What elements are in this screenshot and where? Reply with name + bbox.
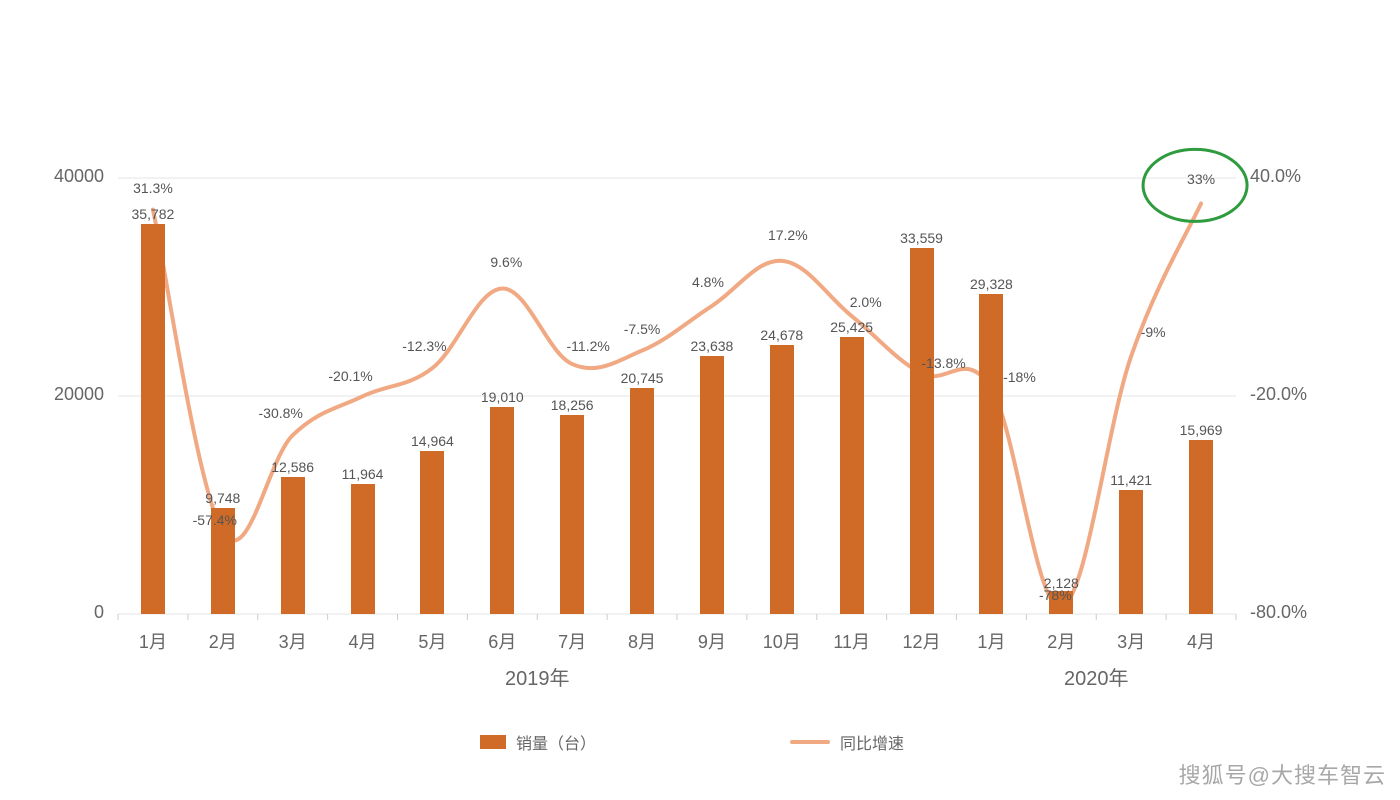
y-right-tick-label: -80.0% [1250,602,1307,623]
x-year-group-label: 2019年 [505,662,570,691]
bar [1119,490,1143,614]
bar [700,356,724,614]
bar-value-label: 12,586 [271,459,314,475]
bar [840,337,864,614]
line-value-label: 33% [1187,171,1215,187]
bar [1189,440,1213,614]
line-value-label: -20.1% [328,368,372,384]
line-value-label: -12.3% [402,338,446,354]
growth-line [153,203,1201,606]
bar [910,248,934,614]
legend-item-line: 同比增速 [790,730,904,754]
y-left-tick-label: 0 [94,602,104,623]
line-value-label: -11.2% [567,338,610,354]
x-category-label: 6月 [488,628,516,654]
line-value-label: 2.0% [850,294,882,310]
bar-value-label: 11,421 [1110,472,1152,488]
legend-swatch-bar [480,735,506,749]
line-value-label: 9.6% [490,254,522,270]
x-category-label: 3月 [1117,628,1145,654]
bar-value-label: 11,964 [342,466,384,482]
x-category-label: 11月 [833,628,870,654]
line-value-label: 17.2% [768,227,808,243]
line-value-label: -13.8% [921,355,965,371]
bar [420,451,444,614]
bar-value-label: 23,638 [691,338,734,354]
x-category-label: 7月 [558,628,586,654]
bar [979,294,1003,614]
line-value-label: -18% [1003,369,1036,385]
line-value-label: -9% [1141,324,1166,340]
y-right-tick-label: -20.0% [1250,384,1307,405]
bar [141,224,165,614]
legend-swatch-line [790,740,830,744]
x-category-label: 3月 [279,628,307,654]
bar-value-label: 35,782 [132,206,175,222]
x-category-label: 10月 [763,628,801,654]
bar-value-label: 33,559 [900,230,943,246]
watermark-text: 搜狐号@大搜车智云 [1179,758,1386,790]
y-right-tick-label: 40.0% [1250,166,1301,187]
bar [351,484,375,614]
bar-value-label: 14,964 [411,433,454,449]
x-category-label: 1月 [977,628,1005,654]
line-value-label: 4.8% [692,274,724,290]
bar-value-label: 25,425 [830,319,873,335]
bar-value-label: 19,010 [481,389,524,405]
x-category-label: 4月 [349,628,377,654]
bar-value-label: 15,969 [1180,422,1223,438]
bar-value-label: 29,328 [970,276,1013,292]
line-value-label: -7.5% [624,321,661,337]
bar-value-label: 20,745 [621,370,664,386]
sales-combo-chart: 0 20000 40000 -80.0% -20.0% 40.0% 35,782 9,748 1… [0,0,1400,800]
x-category-label: 9月 [698,628,726,654]
x-category-label: 2月 [1047,628,1075,654]
x-category-label: 8月 [628,628,656,654]
line-value-label: -57.4% [193,512,237,528]
x-category-label: 5月 [418,628,446,654]
line-value-label: 31.3% [133,180,173,196]
bar-value-label: 18,256 [551,397,594,413]
x-category-label: 1月 [139,628,167,654]
y-left-tick-label: 20000 [54,384,104,405]
x-year-group-label: 2020年 [1064,662,1129,691]
legend-label: 同比增速 [840,730,904,754]
x-category-label: 2月 [209,628,237,654]
legend-item-bar: 销量（台） [480,730,596,754]
x-category-label: 4月 [1187,628,1215,654]
line-value-label: -78% [1039,587,1072,603]
bar-value-label: 9,748 [205,490,240,506]
line-value-label: -30.8% [259,405,303,421]
y-left-tick-label: 40000 [54,166,104,187]
bar-value-label: 24,678 [760,327,803,343]
bar [281,477,305,614]
x-category-label: 12月 [903,628,941,654]
bar [770,345,794,614]
bar [490,407,514,614]
legend-label: 销量（台） [516,730,596,754]
bar [560,415,584,614]
bar [630,388,654,614]
